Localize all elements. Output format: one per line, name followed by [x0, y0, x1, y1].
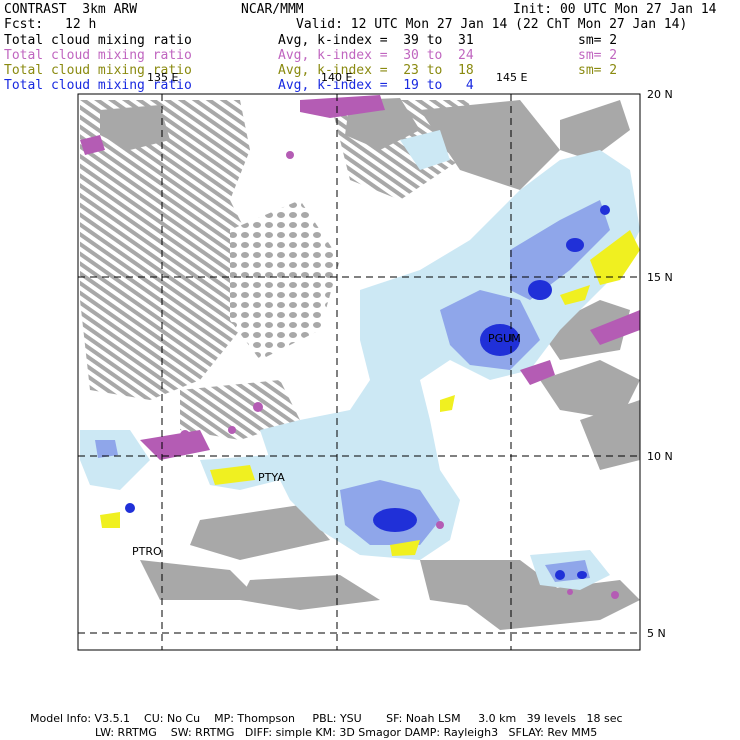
station-label: PTYA	[258, 471, 285, 484]
center-name: NCAR/MMM	[241, 2, 304, 17]
lat-label: 15 N	[647, 271, 673, 284]
field-sm: sm= 2	[578, 63, 618, 78]
field-sm: sm= 2	[578, 48, 618, 63]
lat-label: 20 N	[647, 88, 673, 101]
lon-label: 135 E	[147, 71, 179, 84]
station-label: PTRO	[132, 545, 162, 558]
grid-lines	[78, 94, 640, 650]
field-sm: sm= 2	[578, 33, 618, 48]
purple-cloud	[80, 95, 640, 599]
field-stat: Avg, k-index = 39 to 31	[278, 33, 474, 48]
field-name: Total cloud mixing ratio	[4, 78, 192, 93]
lat-label: 5 N	[647, 627, 666, 640]
fcst-value: 12 h	[65, 17, 97, 32]
fcst-label: Fcst:	[4, 17, 44, 32]
yellow-cloud	[100, 230, 640, 556]
model-info-line2: LW: RRTMG SW: RRTMG DIFF: simple KM: 3D …	[95, 726, 598, 739]
gray-clouds-west	[80, 100, 470, 440]
gray-clouds-solid	[100, 98, 640, 630]
model-name: CONTRAST 3km ARW	[4, 2, 138, 17]
field-name: Total cloud mixing ratio	[4, 33, 192, 48]
valid-time: Valid: 12 UTC Mon 27 Jan 14 (22 ChT Mon …	[296, 17, 688, 32]
model-info-line1: Model Info: V3.5.1 CU: No Cu MP: Thompso…	[30, 712, 623, 725]
lon-label: 145 E	[496, 71, 528, 84]
init-time: Init: 00 UTC Mon 27 Jan 14	[513, 2, 717, 17]
field-stat: Avg, k-index = 19 to 4	[278, 78, 474, 93]
dark-blue-cores	[125, 205, 610, 580]
field-stat: Avg, k-index = 23 to 18	[278, 63, 474, 78]
field-stat: Avg, k-index = 30 to 24	[278, 48, 474, 63]
map-frame	[77, 93, 641, 651]
field-name: Total cloud mixing ratio	[4, 48, 192, 63]
field-name: Total cloud mixing ratio	[4, 63, 192, 78]
lon-label: 140 E	[321, 71, 353, 84]
lat-label: 10 N	[647, 450, 673, 463]
station-label: PGUM	[488, 332, 521, 345]
